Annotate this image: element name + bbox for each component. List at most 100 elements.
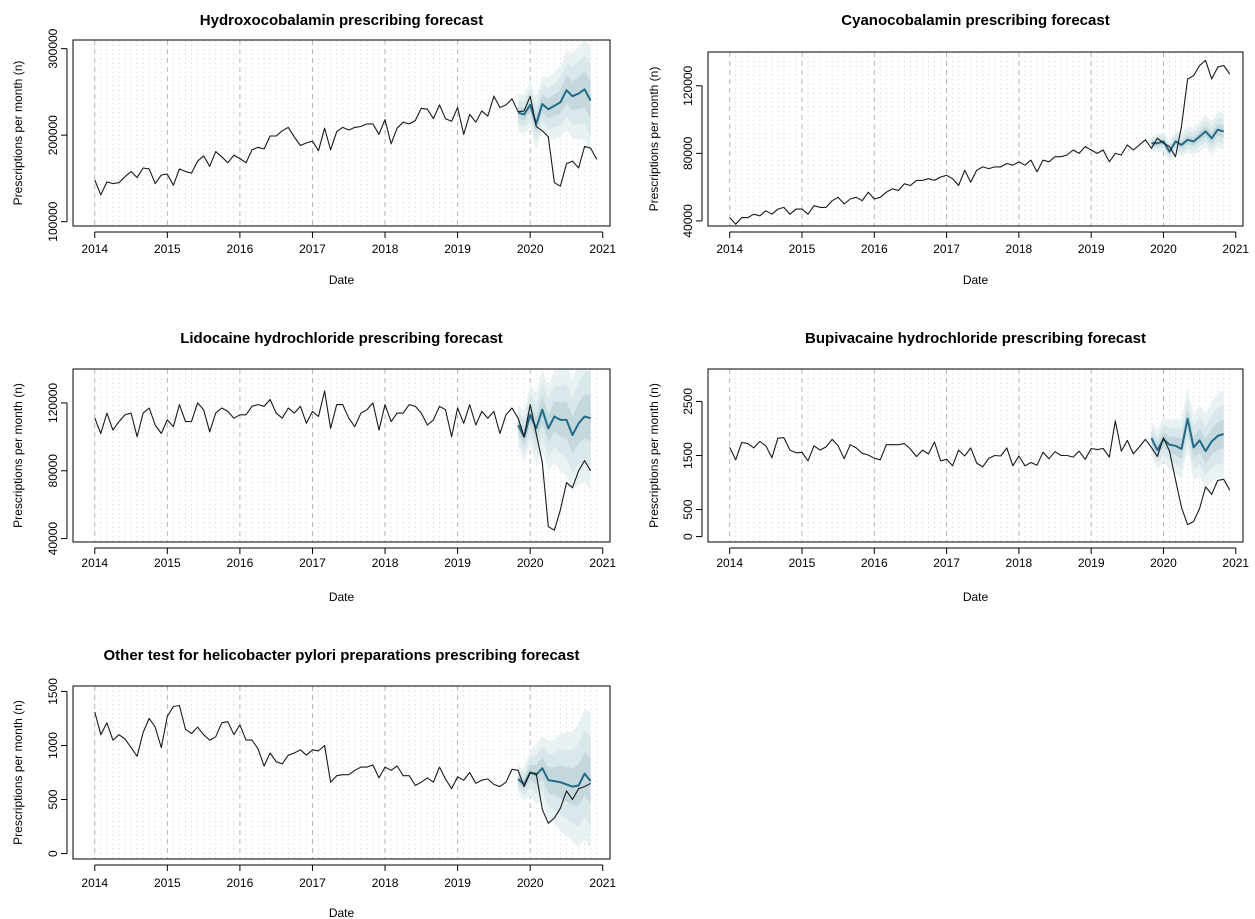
chart-panel-5: 2014 2015 2016 2017 2018 2019 2020 2021 0 500 1000… [11,647,616,919]
x-tick-label: 2019 [1078,556,1105,570]
chart-panel-1: 2014 2015 2016 2017 2018 2019 2020 2021 100000 20… [11,12,616,287]
x-tick-label: 2021 [589,242,616,256]
plot-frame [72,685,611,860]
x-tick-label: 2014 [716,242,743,256]
y-axis-title: Prescriptions per month (n) [11,700,25,845]
y-tick-label: 500 [681,499,695,519]
y-tick-label: 1500 [681,442,695,469]
y-tick-label: 500 [46,789,60,809]
x-tick-label: 2014 [81,876,108,890]
x-tick-label: 2021 [589,876,616,890]
x-tick-label: 2014 [716,556,743,570]
x-tick-label: 2019 [1078,242,1105,256]
x-tick-label: 2021 [1222,556,1249,570]
chart-panel-3: 2014 2015 2016 2017 2018 2019 2020 2021 40000 800… [11,330,616,604]
x-tick-label: 2014 [81,556,108,570]
x-tick-label: 2020 [517,876,544,890]
x-tick-label: 2018 [1006,556,1033,570]
plot-area [729,387,1231,526]
observed-line [94,390,592,531]
forecast-line [1151,128,1224,153]
x-tick-label: 2018 [1006,242,1033,256]
x-tick-label: 2016 [227,876,254,890]
x-tick-label: 2018 [372,876,399,890]
x-tick-label: 2021 [1222,242,1249,256]
chart-title: Hydroxocobalamin prescribing forecast [200,12,483,29]
forecast-line [517,408,591,438]
x-tick-label: 2018 [372,556,399,570]
observed-line [94,704,591,824]
x-tick-label: 2019 [444,876,471,890]
y-tick-label: 80000 [681,136,695,170]
y-tick-label: 40000 [681,204,695,238]
x-tick-label: 2017 [933,556,960,570]
plot-area [94,369,592,531]
forecast-band-50 [518,752,591,806]
chart-title: Bupivacaine hydrochloride prescribing fo… [805,330,1146,347]
x-tick-label: 2016 [227,242,254,256]
chart-title: Lidocaine hydrochloride prescribing fore… [180,330,503,347]
x-tick-label: 2016 [861,242,888,256]
y-tick-label: 0 [681,533,695,540]
x-tick-label: 2017 [299,242,326,256]
x-tick-label: 2021 [589,556,616,570]
chart-title: Other test for helicobacter pylori prepa… [104,647,580,664]
observed-line [94,95,598,196]
y-tick-label: 1500 [46,678,60,705]
chart-panel-4: 2014 2015 2016 2017 2018 2019 2020 2021 0 500 1500… [647,330,1249,604]
x-tick-label: 2015 [789,242,816,256]
grid-lines [94,369,598,542]
x-axis-title: Date [963,590,989,604]
x-tick-label: 2020 [1150,556,1177,570]
y-tick-label: 100000 [46,201,60,241]
y-tick-label: 300000 [46,28,60,68]
x-tick-label: 2015 [154,556,181,570]
plot-frame [72,368,611,543]
x-tick-label: 2017 [933,242,960,256]
y-axis-title: Prescriptions per month (n) [647,67,661,212]
y-tick-label: 120000 [681,65,695,105]
plot-frame [72,39,611,227]
x-tick-label: 2020 [1150,242,1177,256]
x-tick-label: 2020 [517,556,544,570]
y-tick-label: 2500 [681,388,695,415]
x-tick-label: 2014 [81,242,108,256]
y-tick-label: 40000 [46,522,60,556]
x-tick-label: 2016 [227,556,254,570]
x-axis-title: Date [329,273,355,287]
observed-line [729,59,1231,225]
x-tick-label: 2015 [154,876,181,890]
observed-line [729,420,1231,526]
x-tick-label: 2019 [444,556,471,570]
x-tick-label: 2017 [299,876,326,890]
plot-area [94,704,592,850]
grid-lines [729,52,1231,226]
forecast-band-50 [518,394,591,454]
x-tick-label: 2015 [789,556,816,570]
x-tick-label: 2016 [861,556,888,570]
grid-lines [94,40,598,226]
plot-area [94,40,598,196]
chart-panel-2: 2014 2015 2016 2017 2018 2019 2020 2021 40000 800… [647,12,1249,287]
x-tick-label: 2017 [299,556,326,570]
forecast-line [517,88,592,125]
x-tick-label: 2020 [517,242,544,256]
x-tick-label: 2015 [154,242,181,256]
forecast-band-50 [518,71,591,133]
x-axis-title: Date [329,590,355,604]
y-tick-label: 0 [46,850,60,857]
y-tick-label: 200000 [46,115,60,155]
y-axis-title: Prescriptions per month (n) [11,61,25,206]
y-tick-label: 80000 [46,454,60,488]
x-axis-title: Date [963,273,989,287]
y-tick-label: 120000 [46,383,60,423]
chart-title: Cyanocobalamin prescribing forecast [841,12,1109,29]
y-axis-title: Prescriptions per month (n) [11,383,25,528]
y-axis-title: Prescriptions per month (n) [647,383,661,528]
y-tick-label: 1000 [46,732,60,759]
x-tick-label: 2019 [444,242,471,256]
x-tick-label: 2018 [372,242,399,256]
plot-area [729,59,1231,225]
plot-frame [707,368,1244,543]
